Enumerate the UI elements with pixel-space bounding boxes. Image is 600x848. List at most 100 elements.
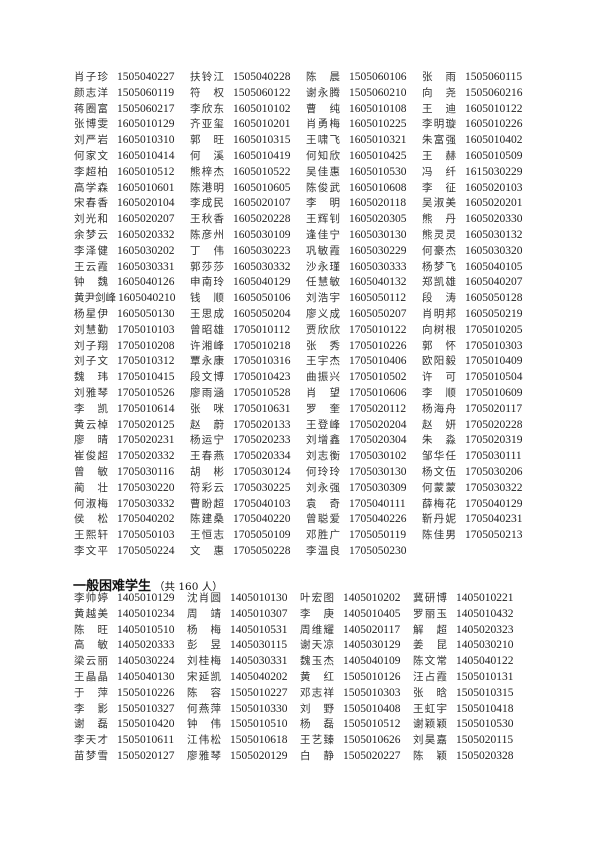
student-name: 刘增鑫 — [306, 434, 340, 447]
student-entry: 高敏 1405020333 — [74, 638, 187, 654]
student-name: 贾欣欣 — [306, 323, 340, 336]
student-id: 1605010226 — [465, 118, 523, 131]
student-name: 何知欣 — [306, 149, 340, 162]
student-id: 1705030116 — [117, 465, 175, 478]
student-id: 1505020328 — [456, 749, 514, 762]
student-name: 王恒志 — [190, 529, 224, 542]
student-id: 1605050128 — [465, 292, 523, 305]
student-id: 1705020304 — [349, 434, 407, 447]
student-entry: 李文平 1705050224 — [74, 544, 190, 560]
student-entry: 李成民 1605020107 — [190, 196, 306, 212]
student-name: 许可 — [422, 371, 456, 384]
student-entry: 周靖 1405010307 — [187, 607, 300, 623]
student-entry: 王秋香 1605020228 — [190, 212, 306, 228]
student-name: 陈建桑 — [190, 513, 224, 526]
student-entry: 何蒙蒙 1705030322 — [422, 481, 538, 497]
student-entry: 肖勇梅 1605010225 — [306, 117, 422, 133]
student-id: 1505010530 — [456, 718, 514, 731]
student-name: 肖望 — [306, 386, 340, 399]
student-entry: 陈颖 1505020328 — [413, 749, 526, 765]
student-name: 李帅婷 — [74, 592, 108, 604]
student-id: 1705050103 — [117, 529, 175, 542]
student-name: 何玲玲 — [306, 465, 340, 478]
student-entry: 黄云棹 1705020125 — [74, 418, 190, 434]
student-id: 1605010522 — [233, 165, 291, 178]
student-entry: 李超柏 1605010512 — [74, 165, 190, 181]
student-id: 1605010608 — [349, 181, 407, 194]
student-name: 丁伟 — [190, 244, 224, 257]
student-name: 欧阳毅 — [422, 355, 456, 368]
student-entry: 丁伟 1605030223 — [190, 244, 306, 260]
student-name: 叶宏图 — [300, 592, 334, 604]
student-id: 1705050213 — [465, 529, 523, 542]
student-name: 熊丹 — [422, 213, 456, 226]
student-id: 1605050112 — [349, 292, 407, 305]
student-entry: 钟魏 1605040126 — [74, 275, 190, 291]
student-name: 向树根 — [422, 323, 456, 336]
student-name: 逢佳宁 — [306, 228, 340, 241]
student-id: 1505010327 — [117, 702, 175, 715]
student-name: 李文平 — [74, 544, 108, 557]
student-entry: 刘桂梅 1405030331 — [187, 654, 300, 670]
student-name: 张博雯 — [74, 118, 108, 131]
student-id: 1705010526 — [117, 386, 175, 399]
student-entry: 靳丹妮 1705040231 — [422, 512, 538, 528]
student-entry: 王思成 1605050204 — [190, 307, 306, 323]
student-entry: 解超 1405020323 — [413, 623, 526, 639]
student-name: 杨星伊 — [74, 307, 108, 320]
student-name: 刘子文 — [74, 355, 108, 368]
student-name: 刘浩宇 — [306, 292, 340, 305]
student-name: 王辉钊 — [306, 213, 340, 226]
student-name: 张雨 — [422, 71, 456, 83]
student-entry: 文惠 1705050228 — [190, 544, 306, 560]
table-row: 张博雯 1605010129 齐亚玺 1605010201 肖勇梅 1605010225 李… — [74, 117, 538, 133]
student-entry: 朱淼 1705020319 — [422, 433, 538, 449]
student-id: 1605010102 — [233, 102, 291, 115]
student-id: 1605010310 — [117, 134, 175, 147]
student-entry: 张晗 1505010315 — [413, 686, 526, 702]
student-id: 1605050204 — [233, 307, 291, 320]
student-entry: 吴淑美 1605020201 — [422, 196, 538, 212]
student-name: 王秋香 — [190, 213, 224, 226]
student-id: 1505020227 — [343, 749, 401, 762]
student-entry: 李征 1605020103 — [422, 181, 538, 197]
student-list-table-1: 肖子珍 1505040227 扶铃江 1505040228 陈晨 1505060106 张雨… — [74, 70, 538, 560]
student-id: 1505020115 — [456, 734, 514, 747]
student-id: 1705040111 — [349, 497, 406, 510]
student-name: 刘野 — [300, 702, 334, 715]
table-row: 刘严岩 1605010310 郭旺 1605010315 王啸飞 1605010321 朱富… — [74, 133, 538, 149]
student-name: 申南玲 — [190, 276, 224, 289]
student-entry: 陈港明 1605010605 — [190, 181, 306, 197]
student-entry: 黄尹剑峰 1605040210 — [74, 291, 190, 307]
student-name: 陈旺 — [74, 623, 108, 636]
student-entry: 王宇杰 1705010406 — [306, 354, 422, 370]
student-name: 熊灵灵 — [422, 228, 456, 241]
student-name: 高学森 — [74, 181, 108, 194]
table-row: 刘光和 1605020207 王秋香 1605020228 王辉钊 1605020305 熊… — [74, 212, 538, 228]
student-id: 1405030331 — [230, 655, 288, 668]
table-row: 李超柏 1605010512 熊梓杰 1605010522 吴佳惠 1605010530 冯… — [74, 165, 538, 181]
student-entry: 白静 1505020227 — [300, 749, 413, 765]
student-entry: 刘增鑫 1705020304 — [306, 433, 422, 449]
student-name: 巩敏霞 — [306, 244, 340, 257]
student-entry: 何淑梅 1705030332 — [74, 497, 190, 513]
student-entry: 薛梅花 1705040129 — [422, 497, 538, 513]
student-entry: 何燕萍 1505010330 — [187, 702, 300, 718]
student-name: 刘子翔 — [74, 339, 108, 352]
student-name: 曹纯 — [306, 102, 340, 115]
student-name: 王晶晶 — [74, 670, 108, 683]
student-name: 王宇杰 — [306, 355, 340, 368]
student-entry: 黄越美 1405010234 — [74, 607, 187, 623]
student-name: 杨海舟 — [422, 402, 456, 415]
student-id: 1615030229 — [465, 165, 523, 178]
student-entry: 刘浩宇 1605050112 — [306, 291, 422, 307]
student-id: 1605030229 — [349, 244, 407, 257]
student-name: 王艺臻 — [300, 734, 334, 747]
student-name: 曹盼超 — [190, 497, 224, 510]
student-name: 朱淼 — [422, 434, 456, 447]
student-name: 魏玉杰 — [300, 655, 334, 668]
student-entry: 刘雅琴 1705010526 — [74, 386, 190, 402]
student-entry: 罗奎 1705020112 — [306, 402, 422, 418]
student-entry: 赵蔚 1705020133 — [190, 418, 306, 434]
student-id: 1605010512 — [117, 165, 175, 178]
